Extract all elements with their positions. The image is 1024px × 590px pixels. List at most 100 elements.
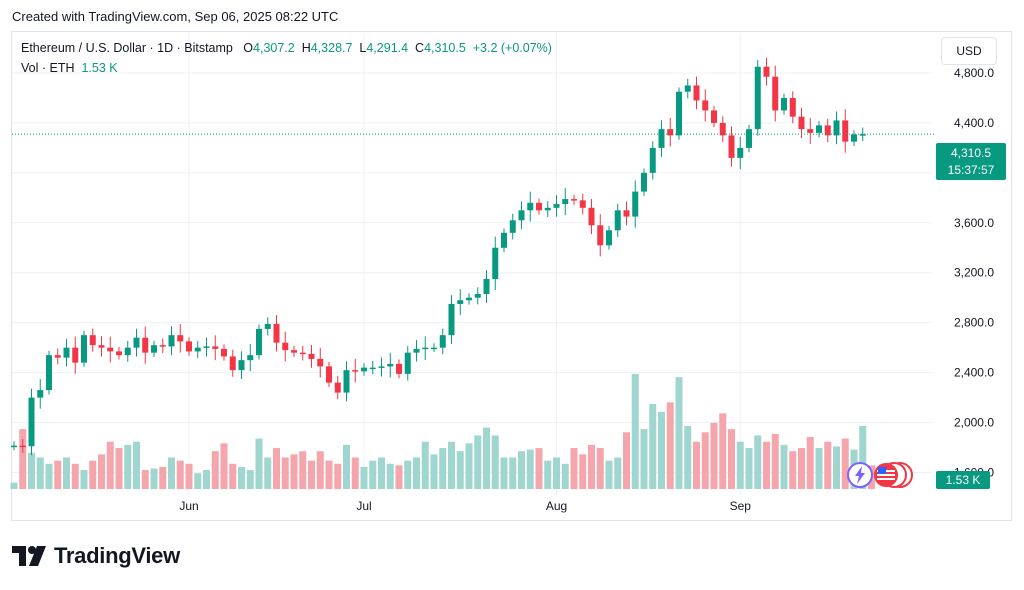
- candle-body: [186, 341, 192, 352]
- volume-bar: [229, 463, 237, 489]
- volume-bar: [386, 463, 394, 489]
- candle-body: [11, 445, 17, 448]
- candle-body: [369, 367, 376, 370]
- candle-body: [142, 337, 149, 353]
- volume-bar: [89, 460, 97, 489]
- candle-body: [684, 85, 691, 92]
- candle-body: [343, 370, 350, 393]
- candle-body: [334, 382, 341, 393]
- currency-button[interactable]: USD: [941, 37, 997, 65]
- volume-bar: [570, 448, 578, 489]
- candle-body: [107, 347, 114, 352]
- candle-body: [81, 335, 87, 363]
- created-with-text: Created with TradingView.com, Sep 06, 20…: [12, 9, 339, 24]
- candle-body: [413, 348, 420, 353]
- volume-bar: [483, 427, 490, 489]
- candle-body: [719, 122, 726, 136]
- candle-body: [842, 120, 849, 142]
- volume-bar: [150, 468, 158, 489]
- volume-bar: [815, 448, 823, 489]
- candle-body: [658, 129, 665, 148]
- volume-bar: [719, 413, 727, 489]
- volume-bar: [54, 460, 62, 489]
- candle-body: [649, 147, 656, 173]
- candle-body: [439, 335, 446, 348]
- candle-body: [89, 335, 96, 346]
- candle-body: [553, 204, 560, 208]
- low-value: 4,291.4: [366, 41, 409, 55]
- candle-body: [212, 346, 219, 349]
- candle-body: [562, 199, 569, 205]
- volume-bar: [859, 425, 867, 489]
- brand-name: TradingView: [54, 543, 180, 568]
- candle-body: [824, 125, 831, 136]
- volume-bar: [281, 457, 289, 489]
- volume-bar: [544, 460, 552, 489]
- candle-body: [247, 355, 254, 361]
- volume-bar: [45, 463, 53, 489]
- volume-bar: [526, 449, 534, 489]
- volume-label[interactable]: Vol · ETH: [21, 61, 75, 75]
- candle-body: [116, 351, 122, 356]
- candle-body: [28, 397, 35, 447]
- volume-bar: [176, 460, 184, 489]
- open-value: 4,307.2: [253, 41, 295, 55]
- candle-body: [264, 323, 271, 329]
- candle-body: [98, 345, 105, 348]
- close-label: C: [415, 41, 425, 55]
- volume-bar: [203, 470, 210, 489]
- chart-frame[interactable]: [11, 31, 1012, 521]
- candle-body: [159, 345, 166, 347]
- candle-body: [544, 207, 551, 211]
- price-axis: 1,600.02,000.02,400.02,800.03,200.03,600…: [954, 66, 994, 480]
- candle-body: [509, 220, 516, 233]
- candle-body: [807, 129, 814, 133]
- time-tick-label: Jul: [356, 499, 371, 513]
- us-flag-icon: [874, 462, 913, 488]
- volume-bar: [273, 448, 280, 489]
- volume-bar: [351, 457, 359, 489]
- event-badges[interactable]: [846, 461, 914, 489]
- volume-bar: [194, 473, 202, 489]
- volume-tag: 1.53 K: [936, 471, 990, 489]
- volume-bar: [421, 441, 429, 489]
- candle-body: [256, 328, 262, 356]
- volume-bar: [19, 429, 27, 489]
- volume-bar: [561, 463, 569, 489]
- candle-body: [492, 247, 499, 279]
- candle-body: [466, 297, 472, 301]
- volume-bar: [465, 443, 473, 489]
- candle-body: [72, 347, 79, 363]
- volume-bar: [316, 451, 324, 489]
- volume-bar: [684, 425, 692, 489]
- tradingview-logo[interactable]: TradingView: [12, 543, 180, 569]
- volume-bar: [115, 448, 123, 489]
- candle-body: [221, 348, 227, 357]
- candle-body: [763, 66, 770, 77]
- candle-body: [754, 66, 761, 130]
- price-tick-label: 2,800.0: [954, 316, 994, 330]
- bar-countdown: 15:37:57: [947, 163, 995, 177]
- candle-body: [422, 347, 429, 350]
- volume-bar: [640, 429, 648, 489]
- price-tick-label: 3,600.0: [954, 216, 994, 230]
- volume-bar: [623, 432, 630, 489]
- volume-bar: [334, 463, 342, 489]
- candle-body: [133, 337, 140, 348]
- volume-bar: [518, 451, 525, 489]
- symbol-title[interactable]: Ethereum / U.S. Dollar · 1D · Bitstamp: [21, 41, 233, 55]
- candle-body: [124, 347, 131, 356]
- volume-bar: [430, 454, 438, 489]
- candle-body: [317, 358, 324, 367]
- volume-bar: [798, 448, 805, 489]
- volume-bar: [456, 451, 464, 489]
- volume-bar: [658, 411, 665, 489]
- last-price-value: 4,310.5: [950, 146, 992, 160]
- candle-body: [606, 230, 612, 246]
- candle-body: [194, 347, 201, 352]
- volume-bar: [771, 433, 779, 489]
- candle-body: [527, 202, 534, 211]
- candle-body: [431, 347, 437, 350]
- volume-bar: [763, 441, 770, 489]
